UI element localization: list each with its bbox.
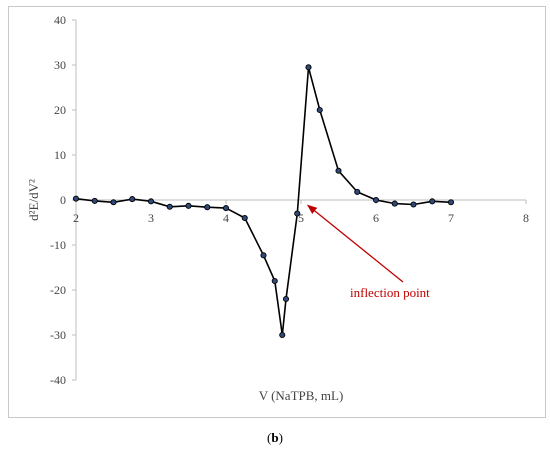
data-point: [147, 198, 155, 205]
y-tick-label: -10: [50, 238, 66, 252]
x-tick-label: 6: [373, 211, 379, 225]
y-axis-title: d²E/dV²: [26, 179, 41, 221]
data-point: [282, 295, 290, 303]
y-tick-label: 30: [54, 58, 66, 72]
data-point: [271, 277, 278, 285]
x-tick-label: 4: [223, 211, 229, 225]
x-tick-label: 3: [148, 211, 154, 225]
x-axis-title: V (NaTPB, mL): [259, 388, 344, 403]
data-point: [335, 167, 342, 174]
data-point: [447, 199, 455, 206]
data-point: [305, 64, 312, 71]
data-point: [260, 252, 267, 259]
data-point: [372, 196, 380, 204]
data-point: [91, 197, 98, 204]
annotation-label: inflection point: [350, 285, 430, 300]
y-tick-label: -20: [50, 283, 66, 297]
y-tick-label: 10: [54, 148, 66, 162]
y-tick-label: 20: [54, 103, 66, 117]
data-point: [241, 214, 248, 222]
plot-frame: [8, 6, 546, 418]
data-point: [410, 201, 417, 208]
series-line: [75, 66, 452, 336]
data-point: [316, 106, 323, 114]
data-point: [129, 196, 136, 203]
panel-label-open: (: [267, 430, 272, 445]
axes: 40 30 20 10 0 -10 -20 -30 -40 2 3 4 5 6 7 8: [50, 13, 529, 387]
y-tick-label: -30: [50, 328, 66, 342]
data-point: [222, 205, 230, 212]
data-point: [72, 195, 80, 202]
y-tick-label: -40: [50, 373, 66, 387]
data-point: [354, 188, 361, 195]
data-point: [166, 203, 173, 210]
data-point: [110, 199, 117, 206]
x-tick-label: 2: [73, 211, 79, 225]
series-layer: [72, 64, 455, 339]
data-point: [391, 200, 398, 207]
annotation: inflection point: [306, 204, 430, 300]
data-point: [204, 204, 211, 211]
data-point: [279, 331, 286, 339]
panel-label-close: ): [278, 430, 283, 445]
y-tick-label: 0: [60, 193, 66, 207]
annotation-arrow: [306, 204, 404, 283]
x-tick-label: 5: [298, 211, 304, 225]
panel-label-letter: b: [271, 430, 279, 445]
x-tick-label: 8: [523, 211, 529, 225]
y-tick-label: 40: [54, 13, 66, 27]
data-point: [185, 202, 192, 209]
panel-label: (b): [0, 430, 550, 446]
data-point: [294, 210, 301, 217]
x-tick-label: 7: [448, 211, 454, 225]
data-point: [429, 198, 436, 205]
